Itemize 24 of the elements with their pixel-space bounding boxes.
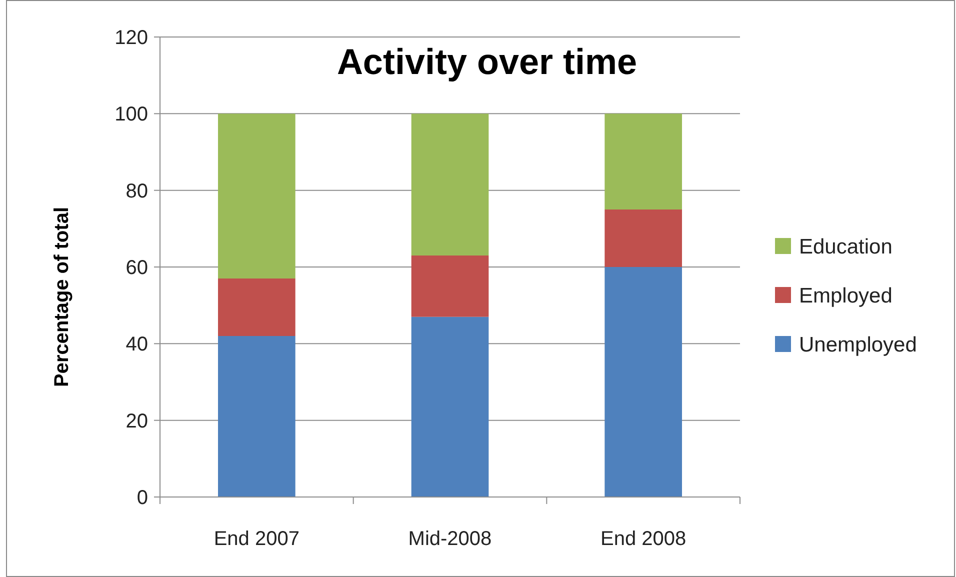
- y-tick-label: 40: [126, 334, 148, 356]
- legend-label: Unemployed: [799, 333, 917, 356]
- y-tick-label: 100: [114, 104, 148, 126]
- chart-title: Activity over time: [336, 41, 638, 82]
- y-tick-label: 80: [126, 180, 148, 202]
- bar: [604, 267, 682, 497]
- legend-label: Employed: [799, 284, 892, 308]
- bar: [604, 114, 682, 210]
- y-tick-label: 20: [126, 410, 148, 432]
- bar: [218, 114, 296, 278]
- x-tick-label: Mid-2008: [408, 528, 492, 550]
- y-tick-label: 0: [136, 487, 148, 509]
- y-tick-label: 60: [126, 257, 148, 279]
- legend-label: Education: [799, 235, 892, 258]
- y-tick-label: 120: [114, 27, 148, 49]
- bar: [411, 114, 489, 256]
- bar: [218, 336, 296, 497]
- bar: [604, 210, 682, 267]
- bar: [218, 278, 296, 336]
- x-tick-label: End 2007: [214, 528, 300, 550]
- y-axis-title: Percentage of total: [51, 206, 73, 388]
- bar: [411, 316, 489, 497]
- bar: [411, 256, 489, 317]
- x-tick-label: End 2008: [600, 528, 686, 550]
